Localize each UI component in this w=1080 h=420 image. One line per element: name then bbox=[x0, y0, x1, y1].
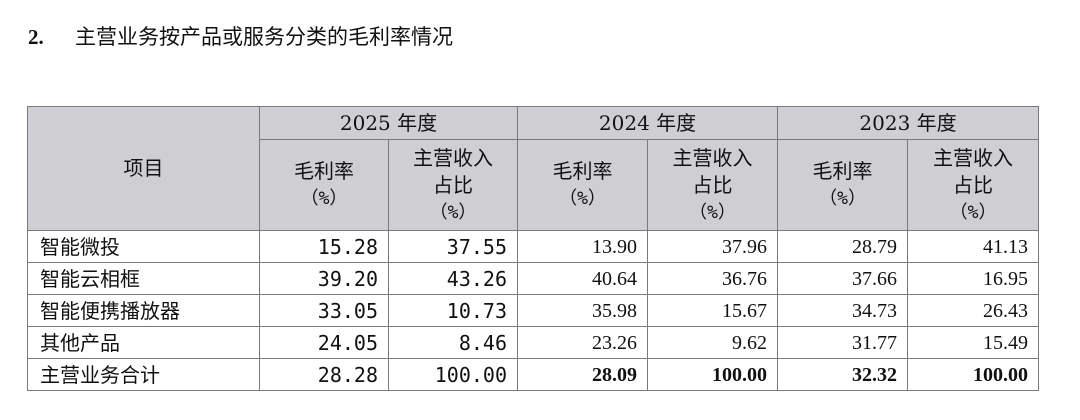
cell-margin-2023: 32.32 bbox=[777, 358, 909, 391]
row-label: 智能便携播放器 bbox=[27, 294, 260, 327]
cell-share-2024: 9.62 bbox=[647, 326, 779, 359]
cell-share-2025: 37.55 bbox=[387, 230, 519, 263]
cell-share-2025: 100.00 bbox=[387, 358, 519, 391]
share-label-line1: 主营收入 bbox=[413, 145, 493, 170]
section-heading: 2. 主营业务按产品或服务分类的毛利率情况 bbox=[28, 22, 453, 52]
cell-share-2025: 8.46 bbox=[387, 326, 519, 359]
year-header-2025: 2025 年度 bbox=[258, 106, 519, 140]
cell-share-2023: 100.00 bbox=[907, 358, 1040, 391]
margin-header-2025: 毛利率 （%） bbox=[259, 139, 389, 231]
margin-label: 毛利率 bbox=[812, 159, 873, 183]
row-label: 主营业务合计 bbox=[27, 358, 260, 391]
cell-share-2023: 26.43 bbox=[907, 294, 1040, 327]
percent-unit: （%） bbox=[689, 201, 736, 223]
share-label-line1: 主营收入 bbox=[933, 145, 1014, 170]
percent-unit: （%） bbox=[429, 201, 477, 223]
cell-margin-2024: 13.90 bbox=[517, 230, 649, 263]
project-header: 项目 bbox=[27, 106, 260, 231]
cell-margin-2025: 39.20 bbox=[259, 262, 389, 295]
cell-share-2025: 10.73 bbox=[387, 294, 519, 327]
total-row: 主营业务合计 28.28 100.00 28.09 100.00 32.32 1… bbox=[27, 358, 1040, 391]
section-title: 主营业务按产品或服务分类的毛利率情况 bbox=[75, 25, 453, 49]
table-row: 智能云相框 39.20 43.26 40.64 36.76 37.66 16.9… bbox=[27, 262, 1040, 295]
cell-margin-2023: 37.66 bbox=[777, 262, 909, 295]
gross-margin-table: 项目 2025 年度 2024 年度 2023 年度 毛利率 （%） 主营收入 … bbox=[27, 106, 1040, 391]
share-label-line2: 占比 bbox=[953, 172, 994, 197]
row-label: 智能云相框 bbox=[27, 262, 260, 295]
percent-unit: （%） bbox=[949, 201, 997, 223]
margin-header-2023: 毛利率 （%） bbox=[777, 139, 909, 231]
cell-margin-2024: 40.64 bbox=[517, 262, 649, 295]
year-header-2024: 2024 年度 bbox=[517, 106, 779, 140]
cell-margin-2024: 28.09 bbox=[517, 358, 649, 391]
margin-header-2024: 毛利率 （%） bbox=[517, 139, 649, 231]
cell-margin-2025: 15.28 bbox=[259, 230, 389, 263]
cell-share-2024: 37.96 bbox=[647, 230, 779, 263]
cell-share-2023: 41.13 bbox=[907, 230, 1040, 263]
cell-margin-2024: 23.26 bbox=[517, 326, 649, 359]
share-header-2025: 主营收入 占比 （%） bbox=[387, 139, 519, 231]
cell-share-2025: 43.26 bbox=[387, 262, 519, 295]
percent-unit: （%） bbox=[819, 188, 866, 209]
table-row: 智能微投 15.28 37.55 13.90 37.96 28.79 41.13 bbox=[27, 230, 1040, 263]
cell-share-2024: 36.76 bbox=[647, 262, 779, 295]
row-label: 智能微投 bbox=[27, 230, 260, 263]
share-label-line1: 主营收入 bbox=[672, 145, 753, 170]
cell-margin-2025: 24.05 bbox=[259, 326, 389, 359]
year-header-2023: 2023 年度 bbox=[777, 106, 1040, 140]
section-number: 2. bbox=[28, 25, 44, 49]
percent-unit: （%） bbox=[559, 188, 606, 209]
share-header-2024: 主营收入 占比 （%） bbox=[647, 139, 779, 231]
table-row: 智能便携播放器 33.05 10.73 35.98 15.67 34.73 26… bbox=[27, 294, 1040, 327]
table-row: 其他产品 24.05 8.46 23.26 9.62 31.77 15.49 bbox=[27, 326, 1040, 359]
cell-margin-2023: 31.77 bbox=[777, 326, 909, 359]
cell-margin-2023: 34.73 bbox=[777, 294, 909, 327]
margin-label: 毛利率 bbox=[552, 159, 613, 183]
cell-share-2024: 100.00 bbox=[647, 358, 779, 391]
percent-unit: （%） bbox=[300, 188, 348, 209]
cell-margin-2025: 28.28 bbox=[259, 358, 389, 391]
share-header-2023: 主营收入 占比 （%） bbox=[907, 139, 1040, 231]
cell-share-2023: 16.95 bbox=[907, 262, 1040, 295]
cell-margin-2023: 28.79 bbox=[777, 230, 909, 263]
share-label-line2: 占比 bbox=[692, 172, 733, 197]
row-label: 其他产品 bbox=[27, 326, 260, 359]
cell-share-2024: 15.67 bbox=[647, 294, 779, 327]
share-label-line2: 占比 bbox=[433, 172, 473, 197]
cell-margin-2024: 35.98 bbox=[517, 294, 649, 327]
cell-share-2023: 15.49 bbox=[907, 326, 1040, 359]
cell-margin-2025: 33.05 bbox=[259, 294, 389, 327]
margin-label: 毛利率 bbox=[294, 159, 354, 183]
